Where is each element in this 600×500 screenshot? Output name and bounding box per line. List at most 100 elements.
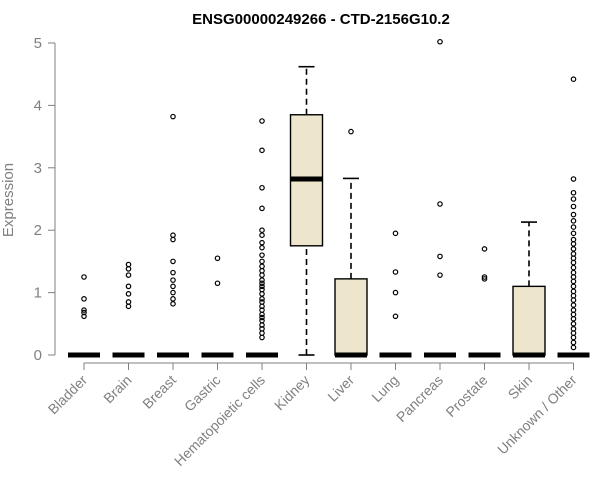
- outlier-point: [570, 269, 577, 276]
- outlier-point: [570, 255, 577, 262]
- outlier-point: [125, 266, 132, 272]
- outlier-point: [170, 283, 176, 290]
- x-tick-label: Prostate: [442, 372, 490, 420]
- outlier-point: [259, 263, 265, 270]
- outlier-point: [170, 258, 176, 265]
- y-tick-label: 3: [34, 160, 42, 177]
- outlier-point: [259, 325, 265, 332]
- plot-area: [68, 38, 590, 358]
- y-tick-label: 2: [34, 222, 42, 239]
- outlier-point: [570, 339, 577, 346]
- outlier-point: [259, 330, 265, 336]
- box: [512, 285, 546, 356]
- outlier-point: [259, 317, 265, 324]
- outlier-point: [570, 274, 577, 280]
- outlier-point: [570, 344, 577, 351]
- outlier-point: [125, 283, 132, 290]
- outlier-point: [81, 309, 87, 316]
- x-tick-label: Pancreas: [393, 372, 446, 425]
- x-tick-label: Brain: [100, 372, 134, 406]
- outlier-point: [259, 296, 265, 302]
- box: [334, 278, 368, 356]
- outlier-point: [170, 301, 176, 307]
- outlier-point: [259, 239, 265, 246]
- chart-title: ENSG00000249266 - CTD-2156G10.2: [192, 11, 450, 28]
- outlier-point: [170, 269, 176, 276]
- outlier-point: [570, 203, 577, 210]
- outlier-point: [570, 196, 577, 202]
- outlier-point: [570, 236, 577, 243]
- outlier-point: [259, 184, 265, 191]
- outlier-point: [170, 289, 176, 296]
- outlier-point: [81, 307, 87, 313]
- outlier-point: [437, 38, 443, 45]
- outlier-point: [392, 230, 399, 237]
- outlier-point: [437, 201, 443, 207]
- outlier-point: [392, 269, 399, 275]
- outlier-point: [170, 236, 176, 243]
- x-tick-label: Liver: [324, 372, 357, 405]
- outlier-point: [170, 232, 176, 238]
- outlier-point: [259, 118, 265, 124]
- outlier-point: [259, 280, 265, 287]
- outlier-point: [125, 303, 132, 310]
- outlier-point: [259, 299, 265, 305]
- outlier-point: [259, 258, 265, 265]
- outlier-point: [437, 272, 443, 278]
- box-group: [68, 274, 100, 358]
- outlier-point: [125, 291, 132, 297]
- y-tick-label: 0: [34, 347, 42, 364]
- y-tick-label: 5: [34, 35, 42, 52]
- outlier-point: [570, 241, 577, 247]
- outlier-point: [570, 230, 577, 237]
- outlier-point: [570, 288, 577, 295]
- outlier-point: [570, 76, 577, 82]
- outlier-point: [259, 227, 265, 234]
- outlier-point: [570, 211, 577, 218]
- outlier-point: [570, 224, 577, 230]
- outlier-point: [81, 274, 87, 280]
- outlier-point: [259, 267, 265, 274]
- outlier-point: [570, 251, 577, 257]
- outlier-point: [570, 330, 577, 336]
- outlier-point: [392, 289, 399, 296]
- x-tick-label: Breast: [139, 372, 179, 412]
- outlier-point: [125, 261, 132, 268]
- outlier-point: [348, 128, 354, 135]
- y-axis-label: Expression: [0, 163, 17, 237]
- x-tick-label: Kidney: [271, 372, 313, 414]
- outlier-point: [570, 320, 577, 327]
- outlier-point: [570, 246, 577, 252]
- outlier-point: [259, 252, 265, 258]
- outlier-point: [570, 218, 577, 224]
- outlier-point: [259, 286, 265, 293]
- outlier-point: [259, 205, 265, 212]
- outlier-point: [570, 292, 577, 299]
- y-axis: 0 1 2 3 4 5: [34, 35, 56, 364]
- box-group: [112, 261, 145, 358]
- x-tick-label: Skin: [505, 372, 536, 403]
- outlier-point: [259, 283, 265, 290]
- box-group: [557, 76, 590, 358]
- outlier-point: [259, 334, 265, 341]
- y-tick-label: 1: [34, 285, 42, 302]
- outlier-point: [170, 113, 176, 120]
- outlier-point: [259, 272, 265, 278]
- outlier-point: [570, 316, 577, 322]
- outlier-point: [570, 311, 577, 318]
- x-tick-label: Unknown / Other: [494, 372, 580, 458]
- outlier-point: [259, 314, 265, 321]
- outlier-point: [259, 311, 265, 318]
- outlier-point: [437, 253, 443, 260]
- box-group: [379, 230, 412, 358]
- box-group: [246, 118, 278, 358]
- x-tick-label: Gastric: [181, 372, 224, 415]
- box-group: [468, 246, 501, 358]
- outlier-point: [481, 276, 488, 282]
- outlier-point: [570, 278, 577, 285]
- outlier-point: [570, 189, 577, 196]
- outlier-point: [81, 296, 87, 302]
- outlier-point: [259, 291, 265, 297]
